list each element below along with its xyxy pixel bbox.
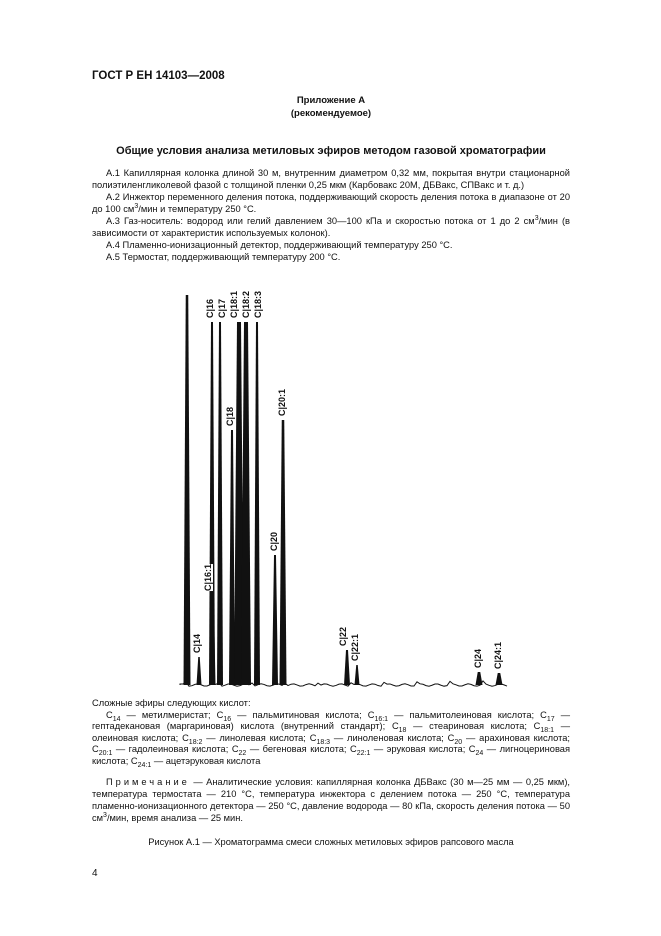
peak: [196, 657, 202, 685]
legend-entry: C18 — стеариновая кислота;: [391, 721, 534, 734]
peak: [217, 322, 223, 685]
peak-label-c24: C|24: [473, 648, 483, 668]
chromatogram: [179, 295, 508, 687]
peak: [344, 650, 350, 685]
legend-entry: C24 — лигноцериновая кислота;: [92, 744, 571, 766]
legend-entry: C18:2 — линолевая кислота;: [182, 732, 310, 746]
peak-label-c17: C|17: [217, 298, 227, 318]
legend-entry: C22 — бегеновая кислота;: [231, 744, 351, 757]
legend-entry: C20:1 — гадолеиновая кислота;: [92, 744, 232, 757]
peak-label-c14: C|14: [192, 633, 202, 653]
peak-label-c20: C|20: [269, 531, 279, 551]
peak: [229, 430, 235, 685]
item-text: /мин (в зависимости от характеристик исп…: [92, 216, 571, 238]
legend-entry: C16 — пальмитиновая кислота;: [216, 709, 368, 723]
item-a2: А.2 Инжектор переменного деления потока,…: [92, 191, 570, 215]
item-a3: А.3 Газ-носитель: водород или гелий давл…: [92, 215, 570, 239]
peak-label-c22: C|22: [338, 626, 348, 646]
peak: [272, 555, 278, 685]
peak-label-c18-1: C|18:1: [229, 290, 239, 318]
peak: [279, 420, 287, 685]
legend-intro: Сложные эфиры следующих кислот:: [92, 698, 251, 708]
item-text: /мин и температуру 250 °С.: [138, 204, 257, 214]
note-label: Примечание: [106, 777, 190, 787]
appendix-label: Приложение А: [296, 95, 366, 106]
legend-entry: C24:1 — ацетэруковая кислота: [130, 755, 261, 769]
standard-header: ГОСТ Р ЕН 14103—2008: [92, 70, 225, 82]
superscript: 3: [103, 811, 107, 819]
peak: [234, 322, 244, 685]
peak-label-c18-3: C|18:3: [253, 290, 263, 318]
legend-entries: C14 — метилмеристат; C16 — пальмитиновая…: [92, 709, 571, 769]
peak: [475, 672, 483, 685]
peak-label-c20-1: C|20:1: [277, 388, 287, 416]
legend-entry: C18:1 — олеиновая кислота;: [92, 721, 571, 743]
item-a5: А.5 Термостат, поддерживающий температур…: [106, 252, 341, 262]
peak: [254, 322, 260, 685]
peak-label-c18-2: C|18:2: [241, 290, 251, 318]
peak: [495, 673, 503, 685]
legend-entry: C14 — метилмеристат;: [106, 709, 217, 723]
chromatogram-figure: C|16 C|17 C|18:1 C|18:2 C|18:3 C|18 C|20…: [175, 280, 520, 695]
note-text: — Аналитические условия: капиллярная кол…: [92, 777, 570, 823]
item-a4: А.4 Пламенно-ионизационный детектор, под…: [106, 240, 453, 250]
peak-label-c16: C|16: [205, 298, 215, 318]
legend-entry: C18:3 — линоленовая кислота;: [309, 732, 448, 746]
peak-label-c22-1: C|22:1: [350, 633, 360, 661]
peak: [241, 322, 251, 685]
note: Примечание — Аналитические условия: капи…: [92, 776, 570, 824]
superscript: 3: [534, 214, 539, 222]
legend-entry: C16:1 — пальмитолеиновая кислота;: [367, 709, 541, 723]
page-number: 4: [92, 868, 98, 879]
legend-entry: C17 — гептадекановая (маргариновая) кисл…: [92, 709, 570, 732]
note-text: /мин, время анализа — 25 мин.: [106, 813, 243, 823]
peak-label-c24-1: C|24:1: [493, 641, 503, 669]
legend-entry: C20 — арахиновая кислота;: [447, 732, 570, 746]
figure-caption: Рисунок А.1 — Хроматограмма смеси сложны…: [148, 837, 514, 847]
legend: Сложные эфиры следующих кислот: C14 — ме…: [92, 698, 571, 769]
superscript: 3: [134, 202, 139, 210]
peak: [209, 322, 215, 685]
peak-label-c16-1: C|16:1: [203, 563, 213, 591]
peak-label-c18: C|18: [225, 406, 235, 426]
appendix-status: (рекомендуемое): [290, 108, 372, 119]
requirements-list: А.1 Капиллярная колонка длиной 30 м, вну…: [92, 167, 570, 263]
item-text: А.2 Инжектор переменного деления потока,…: [92, 192, 570, 214]
item-text: А.3 Газ-носитель: водород или гелий давл…: [106, 216, 535, 226]
peak: [354, 665, 360, 685]
item-a1: А.1 Капиллярная колонка длиной 30 м, вну…: [92, 168, 570, 190]
appendix-title: Общие условия анализа метиловых эфиров м…: [116, 145, 546, 157]
legend-entry: C22:1 — эруковая кислота;: [350, 744, 469, 757]
peak: [183, 295, 191, 685]
